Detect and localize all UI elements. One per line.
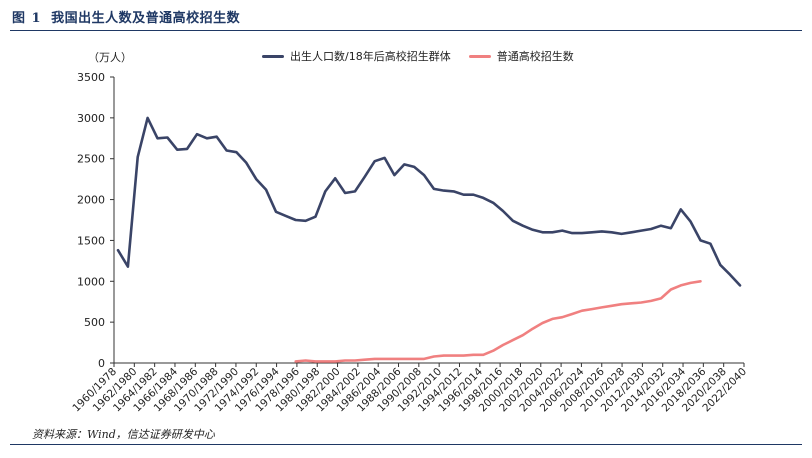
y-tick-label: 1500 — [77, 234, 105, 247]
legend-item-enrollment: 普通高校招生数 — [468, 48, 574, 64]
y-axis-unit-label: （万人） — [88, 51, 132, 64]
line-chart: 05001000150020002500300035001960/1978196… — [70, 71, 749, 414]
births-line — [116, 116, 742, 287]
chart-legend: 出生人口数/18年后高校招生群体 普通高校招生数 — [262, 48, 592, 64]
figure-number: 1 — [31, 11, 42, 26]
title-divider — [10, 30, 802, 31]
source-note: 资料来源：Wind，信达证券研发中心 — [32, 428, 215, 441]
y-tick-label: 3500 — [77, 71, 105, 84]
enrollment-line — [294, 280, 702, 363]
y-tick-label: 3000 — [77, 112, 105, 125]
bottom-divider — [10, 444, 802, 445]
legend-swatch-enrollment — [468, 54, 491, 58]
y-tick-label: 2000 — [77, 194, 105, 207]
figure-title: 图 1 我国出生人数及普通高校招生数 — [12, 7, 240, 26]
legend-swatch-births — [262, 54, 284, 58]
figure-title-text: 我国出生人数及普通高校招生数 — [51, 11, 241, 26]
y-tick-label: 500 — [84, 316, 105, 329]
legend-label-enrollment: 普通高校招生数 — [496, 50, 574, 63]
figure-label: 图 — [12, 11, 26, 26]
y-tick-label: 2500 — [77, 153, 105, 166]
y-tick-label: 1000 — [77, 275, 105, 288]
legend-label-births: 出生人口数/18年后高校招生群体 — [290, 50, 451, 63]
legend-item-births: 出生人口数/18年后高校招生群体 — [262, 48, 451, 64]
y-tick-label: 0 — [98, 357, 105, 370]
